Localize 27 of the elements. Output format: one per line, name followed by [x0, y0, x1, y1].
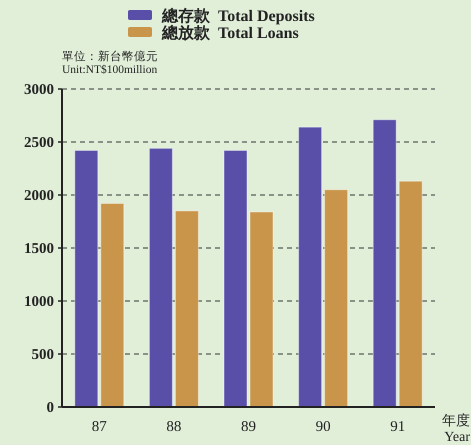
text: Unit:NT$100million — [62, 64, 158, 76]
bar — [250, 211, 274, 408]
legend-label: 總存款 Total Deposits — [161, 7, 315, 25]
x-axis-title: 年度 Year — [442, 413, 470, 445]
legend-label: 總放款 Total Loans — [161, 24, 299, 42]
bar — [298, 126, 322, 408]
x-tick-label: 90 — [316, 419, 331, 435]
bar — [74, 150, 98, 408]
y-tick-label: 500 — [32, 347, 54, 363]
x-tick-label: 89 — [241, 419, 256, 435]
bar — [324, 189, 348, 408]
y-tick-label: 0 — [46, 400, 54, 416]
y-tick-label: 2000 — [24, 188, 54, 204]
y-tick-label: 3000 — [24, 82, 54, 98]
bar — [174, 210, 199, 408]
x-tick-label: 87 — [92, 419, 108, 435]
x-tick-label: 88 — [166, 419, 182, 435]
y-tick-label: 1500 — [24, 241, 54, 257]
bar — [224, 150, 248, 408]
y-tick-label: 1000 — [24, 294, 54, 310]
bar — [148, 148, 173, 408]
text: 單位：新台幣億元 — [62, 49, 158, 63]
x-tick-label: 91 — [390, 419, 406, 435]
bar — [398, 180, 423, 408]
bar — [372, 119, 397, 408]
y-tick-label: 2500 — [24, 135, 54, 151]
bar — [100, 202, 124, 408]
